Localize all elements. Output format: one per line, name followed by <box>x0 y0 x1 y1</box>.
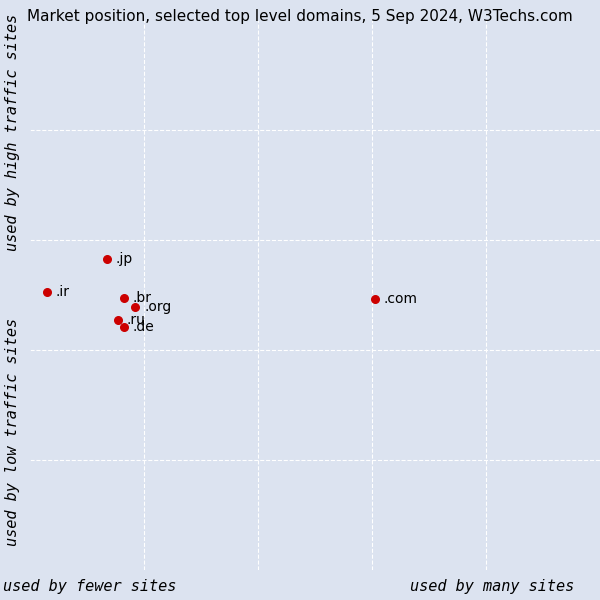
Point <box>131 302 140 312</box>
Text: used by fewer sites: used by fewer sites <box>4 579 176 594</box>
Text: .de: .de <box>133 320 154 334</box>
Text: .org: .org <box>144 300 171 314</box>
Text: .br: .br <box>133 291 152 305</box>
Text: used by low traffic sites: used by low traffic sites <box>5 318 20 546</box>
Point <box>42 287 52 297</box>
Text: .ru: .ru <box>127 313 146 327</box>
Text: used by high traffic sites: used by high traffic sites <box>5 13 20 251</box>
Point <box>113 315 123 325</box>
Text: .jp: .jp <box>116 252 133 266</box>
Text: .com: .com <box>383 292 418 306</box>
Text: Market position, selected top level domains, 5 Sep 2024, W3Techs.com: Market position, selected top level doma… <box>27 9 573 24</box>
Point <box>102 254 112 264</box>
Point <box>119 293 129 302</box>
Point <box>119 322 129 332</box>
Point <box>370 294 380 304</box>
Text: used by many sites: used by many sites <box>410 579 574 594</box>
Text: .ir: .ir <box>56 285 70 299</box>
